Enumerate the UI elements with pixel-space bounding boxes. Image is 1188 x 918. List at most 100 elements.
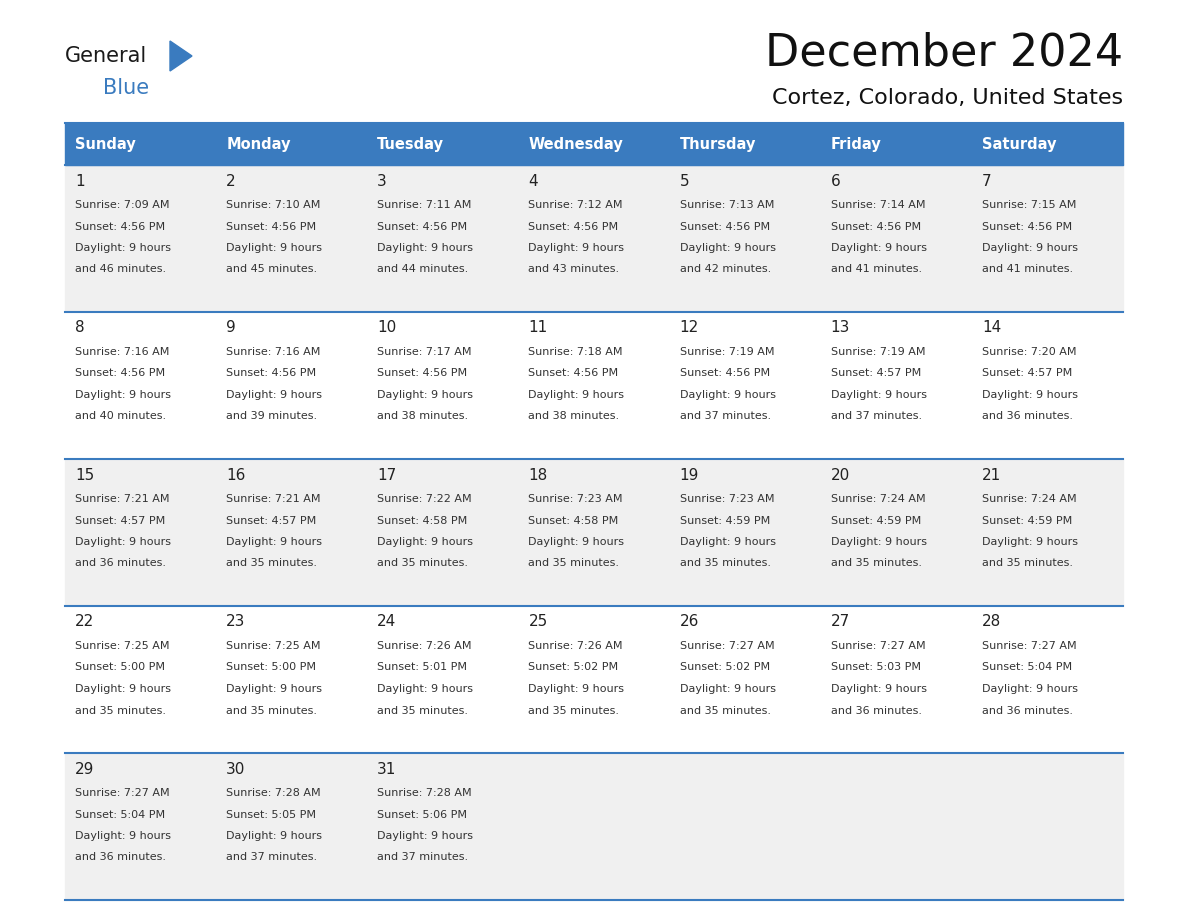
Text: and 36 minutes.: and 36 minutes. [75,853,166,863]
Text: Sunset: 5:02 PM: Sunset: 5:02 PM [680,663,770,673]
Text: Daylight: 9 hours: Daylight: 9 hours [830,537,927,547]
Text: 27: 27 [830,614,849,630]
Text: Sunrise: 7:12 AM: Sunrise: 7:12 AM [529,200,623,210]
Text: Sunset: 4:56 PM: Sunset: 4:56 PM [378,221,467,231]
Text: 20: 20 [830,467,849,483]
Text: December 2024: December 2024 [765,31,1123,74]
Text: Daylight: 9 hours: Daylight: 9 hours [981,390,1078,400]
Text: Daylight: 9 hours: Daylight: 9 hours [529,243,625,253]
Text: Sunrise: 7:27 AM: Sunrise: 7:27 AM [75,788,170,798]
Text: and 37 minutes.: and 37 minutes. [680,411,771,421]
Text: Daylight: 9 hours: Daylight: 9 hours [830,684,927,694]
Text: and 39 minutes.: and 39 minutes. [226,411,317,421]
Text: Sunrise: 7:16 AM: Sunrise: 7:16 AM [226,347,321,357]
Text: Sunrise: 7:27 AM: Sunrise: 7:27 AM [830,641,925,651]
Text: 17: 17 [378,467,397,483]
Text: Sunset: 5:01 PM: Sunset: 5:01 PM [378,663,467,673]
Text: Sunrise: 7:10 AM: Sunrise: 7:10 AM [226,200,321,210]
Text: and 35 minutes.: and 35 minutes. [75,706,166,715]
Text: Daylight: 9 hours: Daylight: 9 hours [378,390,473,400]
Text: Daylight: 9 hours: Daylight: 9 hours [226,390,322,400]
Text: Sunrise: 7:21 AM: Sunrise: 7:21 AM [75,494,170,504]
Text: Daylight: 9 hours: Daylight: 9 hours [981,537,1078,547]
Text: and 35 minutes.: and 35 minutes. [378,558,468,568]
Text: Sunrise: 7:19 AM: Sunrise: 7:19 AM [830,347,925,357]
Text: Sunset: 5:06 PM: Sunset: 5:06 PM [378,810,467,820]
Text: Daylight: 9 hours: Daylight: 9 hours [680,684,776,694]
Text: Sunset: 4:57 PM: Sunset: 4:57 PM [981,368,1072,378]
Text: Sunset: 4:58 PM: Sunset: 4:58 PM [378,516,468,525]
Text: Saturday: Saturday [981,137,1056,151]
Text: Daylight: 9 hours: Daylight: 9 hours [226,831,322,841]
Text: 14: 14 [981,320,1001,335]
Text: Sunset: 5:04 PM: Sunset: 5:04 PM [75,810,165,820]
Text: 5: 5 [680,174,689,188]
Text: Sunset: 4:56 PM: Sunset: 4:56 PM [75,368,165,378]
Text: Sunrise: 7:27 AM: Sunrise: 7:27 AM [680,641,775,651]
Text: Sunrise: 7:20 AM: Sunrise: 7:20 AM [981,347,1076,357]
Bar [65,312,1123,459]
Bar [65,606,1123,753]
Text: and 41 minutes.: and 41 minutes. [981,264,1073,274]
Text: Daylight: 9 hours: Daylight: 9 hours [680,243,776,253]
Text: 1: 1 [75,174,84,188]
Text: Daylight: 9 hours: Daylight: 9 hours [75,831,171,841]
Text: Sunrise: 7:24 AM: Sunrise: 7:24 AM [830,494,925,504]
Text: and 46 minutes.: and 46 minutes. [75,264,166,274]
Text: Sunset: 4:56 PM: Sunset: 4:56 PM [529,221,619,231]
Text: Sunset: 4:56 PM: Sunset: 4:56 PM [75,221,165,231]
Text: Sunrise: 7:11 AM: Sunrise: 7:11 AM [378,200,472,210]
Text: 29: 29 [75,762,94,777]
Text: Daylight: 9 hours: Daylight: 9 hours [75,390,171,400]
Text: 10: 10 [378,320,397,335]
Text: 12: 12 [680,320,699,335]
Text: and 37 minutes.: and 37 minutes. [226,853,317,863]
Text: Sunset: 4:56 PM: Sunset: 4:56 PM [680,221,770,231]
Polygon shape [170,41,192,71]
Text: Sunrise: 7:23 AM: Sunrise: 7:23 AM [529,494,623,504]
Text: Sunset: 4:58 PM: Sunset: 4:58 PM [529,516,619,525]
Text: Sunset: 4:59 PM: Sunset: 4:59 PM [830,516,921,525]
Text: Blue: Blue [103,78,150,98]
Text: Daylight: 9 hours: Daylight: 9 hours [378,243,473,253]
Text: and 35 minutes.: and 35 minutes. [378,706,468,715]
Text: and 35 minutes.: and 35 minutes. [981,558,1073,568]
Text: 31: 31 [378,762,397,777]
Text: Sunrise: 7:24 AM: Sunrise: 7:24 AM [981,494,1076,504]
Text: Friday: Friday [830,137,881,151]
Text: 18: 18 [529,467,548,483]
Text: 7: 7 [981,174,992,188]
Text: and 36 minutes.: and 36 minutes. [75,558,166,568]
Text: 13: 13 [830,320,851,335]
Text: Sunrise: 7:27 AM: Sunrise: 7:27 AM [981,641,1076,651]
Text: Sunset: 5:02 PM: Sunset: 5:02 PM [529,663,619,673]
Text: Sunset: 4:57 PM: Sunset: 4:57 PM [75,516,165,525]
Text: Daylight: 9 hours: Daylight: 9 hours [226,243,322,253]
Text: Daylight: 9 hours: Daylight: 9 hours [529,537,625,547]
Text: Daylight: 9 hours: Daylight: 9 hours [830,390,927,400]
Text: Sunday: Sunday [75,137,135,151]
Text: Daylight: 9 hours: Daylight: 9 hours [529,390,625,400]
Text: Daylight: 9 hours: Daylight: 9 hours [75,684,171,694]
Text: Daylight: 9 hours: Daylight: 9 hours [981,243,1078,253]
Text: Sunrise: 7:18 AM: Sunrise: 7:18 AM [529,347,623,357]
Text: and 35 minutes.: and 35 minutes. [226,706,317,715]
Text: Daylight: 9 hours: Daylight: 9 hours [75,537,171,547]
Text: 4: 4 [529,174,538,188]
Text: 24: 24 [378,614,397,630]
Text: and 36 minutes.: and 36 minutes. [981,706,1073,715]
Text: Sunrise: 7:22 AM: Sunrise: 7:22 AM [378,494,472,504]
Text: Sunset: 4:56 PM: Sunset: 4:56 PM [830,221,921,231]
Bar [65,123,1123,165]
Text: Sunset: 4:56 PM: Sunset: 4:56 PM [680,368,770,378]
Text: and 43 minutes.: and 43 minutes. [529,264,620,274]
Text: Daylight: 9 hours: Daylight: 9 hours [830,243,927,253]
Text: and 35 minutes.: and 35 minutes. [529,706,619,715]
Text: 3: 3 [378,174,387,188]
Text: and 35 minutes.: and 35 minutes. [680,558,771,568]
Text: and 38 minutes.: and 38 minutes. [529,411,620,421]
Text: Sunset: 4:59 PM: Sunset: 4:59 PM [680,516,770,525]
Text: Thursday: Thursday [680,137,756,151]
Text: and 37 minutes.: and 37 minutes. [378,853,468,863]
Text: Sunrise: 7:25 AM: Sunrise: 7:25 AM [75,641,170,651]
